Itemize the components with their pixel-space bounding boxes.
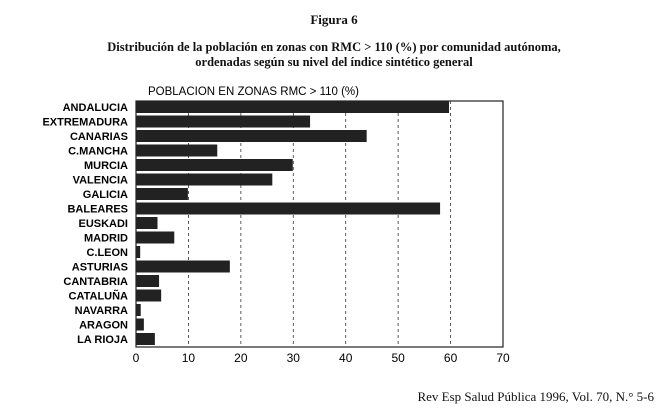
category-label: LA RIOJA	[77, 334, 128, 346]
bar	[136, 159, 293, 171]
chart-title: POBLACION EN ZONAS RMC > 110 (%)	[148, 86, 359, 98]
category-label: ASTURIAS	[72, 262, 128, 274]
category-label: C.MANCHA	[68, 146, 128, 158]
category-label: EXTREMADURA	[42, 117, 128, 129]
category-label: MADRID	[84, 233, 128, 245]
bar	[136, 144, 218, 157]
bar	[136, 217, 158, 229]
category-label: CATALUÑA	[69, 290, 129, 303]
bar	[136, 304, 141, 316]
category-label: CANARIAS	[70, 131, 128, 143]
bar	[136, 289, 162, 302]
category-label: NAVARRA	[75, 305, 128, 317]
plot-frame	[135, 100, 504, 348]
category-label: CANTABRIA	[63, 276, 128, 288]
bar	[136, 260, 230, 273]
category-label: MURCIA	[84, 160, 128, 172]
bar	[136, 130, 367, 142]
caption-line-1: Distribución de la población en zonas co…	[107, 40, 561, 54]
bar	[136, 246, 141, 258]
bar	[136, 333, 155, 345]
x-tick-label: 0	[133, 351, 140, 365]
x-tick-label: 40	[339, 351, 353, 365]
bar	[136, 188, 188, 200]
category-label: C.LEON	[86, 247, 128, 259]
x-tick-label: 60	[444, 351, 458, 365]
x-tick-label: 20	[234, 351, 248, 365]
x-tick-label: 10	[182, 351, 196, 365]
category-label: EUSKADI	[78, 218, 128, 230]
caption-line-2: ordenadas según su nivel del índice sint…	[195, 55, 473, 69]
bar	[136, 173, 273, 186]
category-label: ARAGON	[79, 320, 128, 332]
bar	[136, 115, 311, 128]
bar	[136, 101, 449, 113]
x-tick-label: 30	[287, 351, 301, 365]
category-label: GALICIA	[83, 189, 128, 201]
source-citation: Rev Esp Salud Pública 1996, Vol. 70, N.°…	[417, 389, 654, 404]
bar	[136, 231, 175, 244]
bar	[136, 275, 160, 287]
x-tick-label: 50	[391, 351, 405, 365]
category-label: ANDALUCIA	[63, 102, 128, 114]
bar	[136, 202, 441, 215]
category-label: BALEARES	[67, 204, 128, 216]
bar	[136, 318, 144, 331]
x-tick-label: 70	[496, 351, 510, 365]
figure-caption: Distribución de la población en zonas co…	[0, 40, 668, 70]
category-label: VALENCIA	[73, 175, 128, 187]
figure-label: Figura 6	[310, 12, 358, 27]
